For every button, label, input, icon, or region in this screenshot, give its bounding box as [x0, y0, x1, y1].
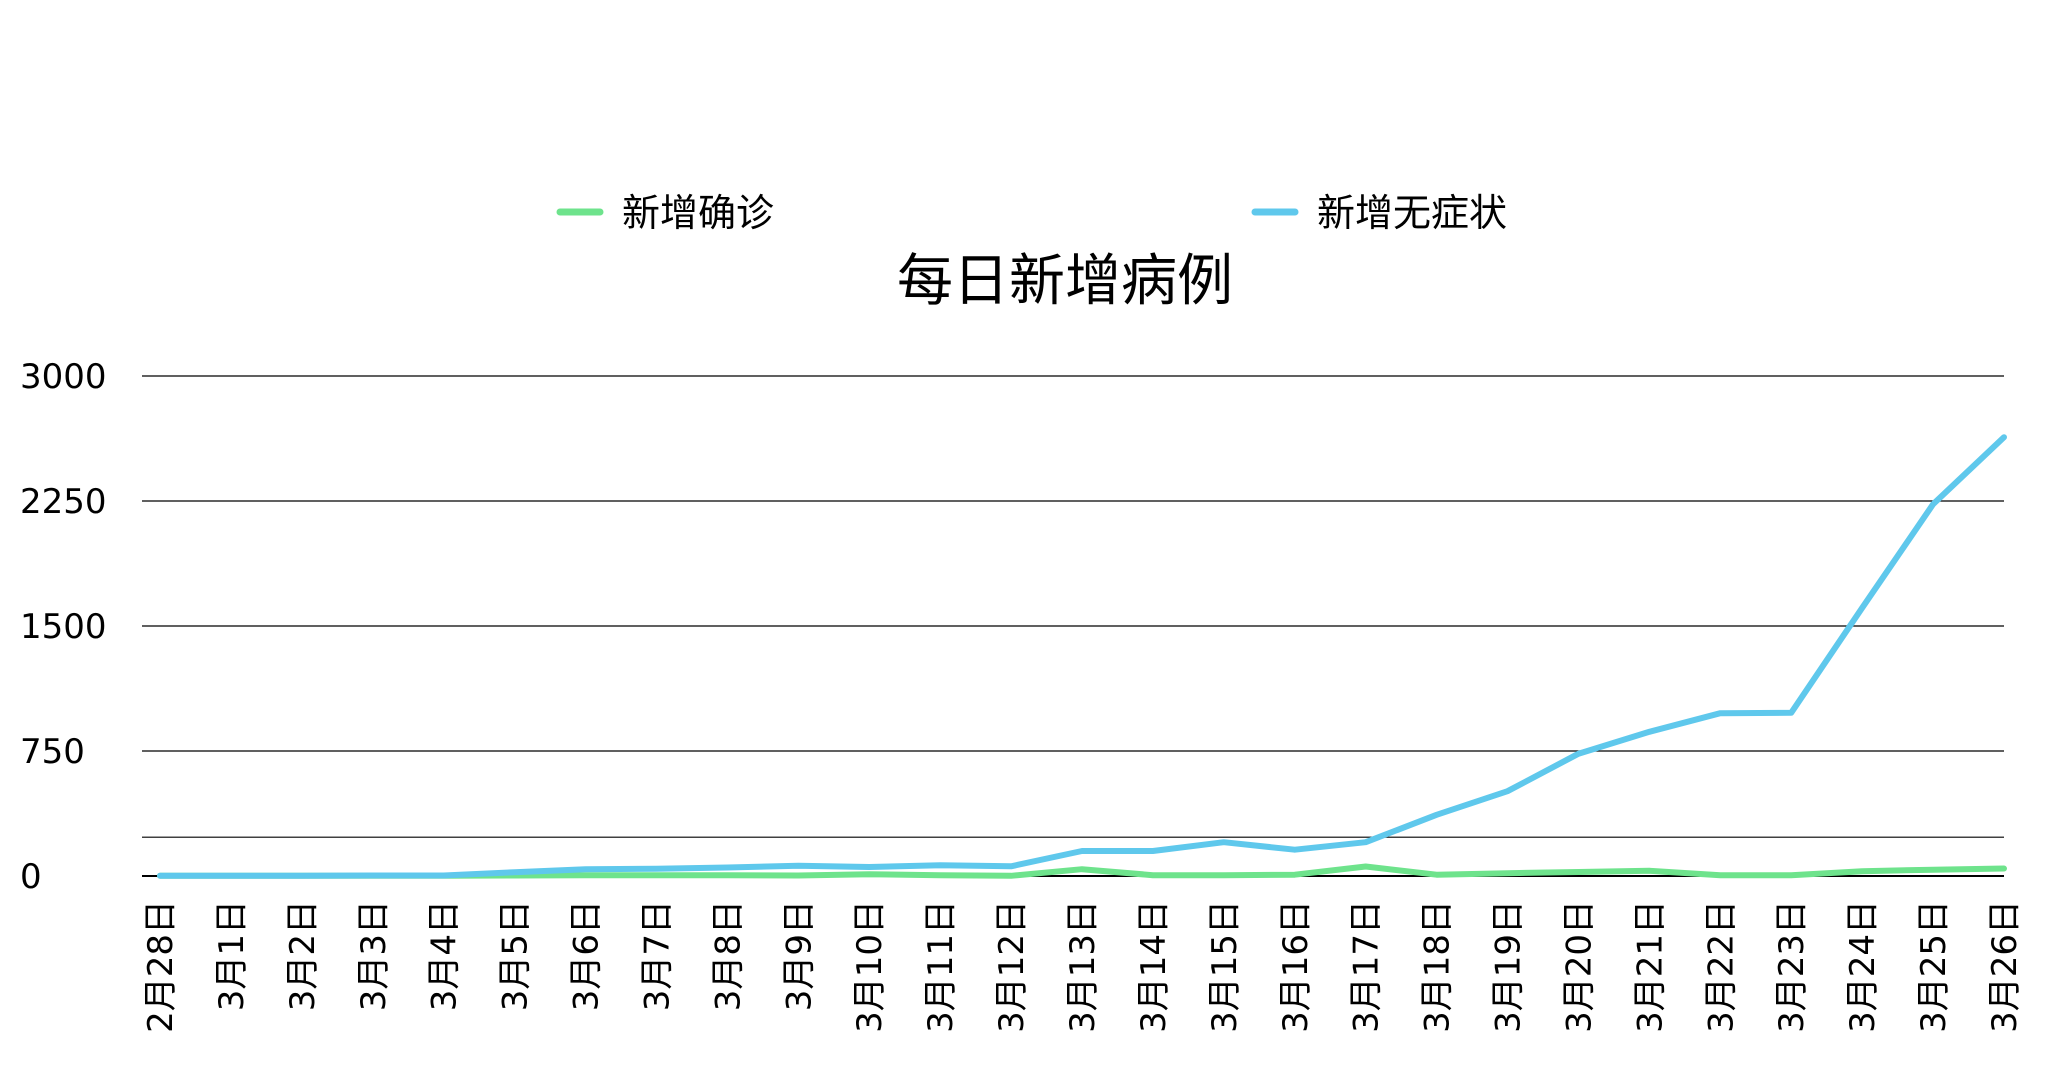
x-tick-label-6: 3月5日 — [496, 900, 536, 1011]
x-tick-label-12: 3月11日 — [921, 900, 961, 1033]
x-tick-label-4: 3月3日 — [354, 900, 394, 1011]
y-tick-label-1500: 1500 — [20, 607, 107, 647]
x-tick-label-5: 3月4日 — [425, 900, 465, 1011]
legend: 新增确诊 新增无症状 — [560, 191, 1507, 235]
x-tick-label-13: 3月12日 — [992, 900, 1032, 1033]
x-tick-label-7: 3月6日 — [567, 900, 607, 1011]
x-tick-label-18: 3月17日 — [1347, 900, 1387, 1033]
x-tick-label-16: 3月15日 — [1205, 900, 1245, 1033]
y-tick-label-750: 750 — [20, 732, 85, 772]
x-tick-label-26: 3月25日 — [1914, 900, 1954, 1033]
x-tick-label-8: 3月7日 — [637, 900, 677, 1011]
x-tick-label-20: 3月19日 — [1489, 900, 1529, 1033]
x-tick-label-21: 3月20日 — [1559, 900, 1599, 1033]
y-axis-ticks: 0 750 1500 2250 3000 — [20, 357, 107, 897]
x-tick-label-27: 3月26日 — [1985, 900, 2025, 1033]
x-tick-label-17: 3月16日 — [1276, 900, 1316, 1033]
series-lines — [160, 437, 2004, 876]
chart-title: 每日新增病例 — [897, 249, 1233, 314]
gridlines — [142, 376, 2004, 876]
x-tick-label-25: 3月24日 — [1843, 900, 1883, 1033]
y-tick-label-2250: 2250 — [20, 482, 107, 522]
x-tick-label-2: 3月1日 — [212, 900, 252, 1011]
x-tick-label-24: 3月23日 — [1772, 900, 1812, 1033]
x-tick-label-9: 3月8日 — [708, 900, 748, 1011]
legend-label-2: 新增无症状 — [1317, 191, 1507, 235]
x-tick-label-3: 3月2日 — [283, 900, 323, 1011]
series-line-2 — [160, 437, 2004, 876]
x-tick-label-1: 2月28日 — [141, 900, 181, 1033]
y-tick-label-3000: 3000 — [20, 357, 107, 397]
x-axis-ticks: 2月28日 3月1日 3月2日 3月3日 3月4日 3月5日 3月6日 3月7日 3月8日 3月9… — [141, 900, 2025, 1033]
x-tick-label-22: 3月21日 — [1630, 900, 1670, 1033]
x-tick-label-15: 3月14日 — [1134, 900, 1174, 1033]
x-tick-label-14: 3月13日 — [1063, 900, 1103, 1033]
x-tick-label-19: 3月18日 — [1418, 900, 1458, 1033]
legend-label-1: 新增确诊 — [622, 191, 774, 235]
x-tick-label-10: 3月9日 — [779, 900, 819, 1011]
x-tick-label-23: 3月22日 — [1701, 900, 1741, 1033]
y-tick-label-0: 0 — [20, 857, 42, 897]
x-tick-label-11: 3月10日 — [850, 900, 890, 1033]
